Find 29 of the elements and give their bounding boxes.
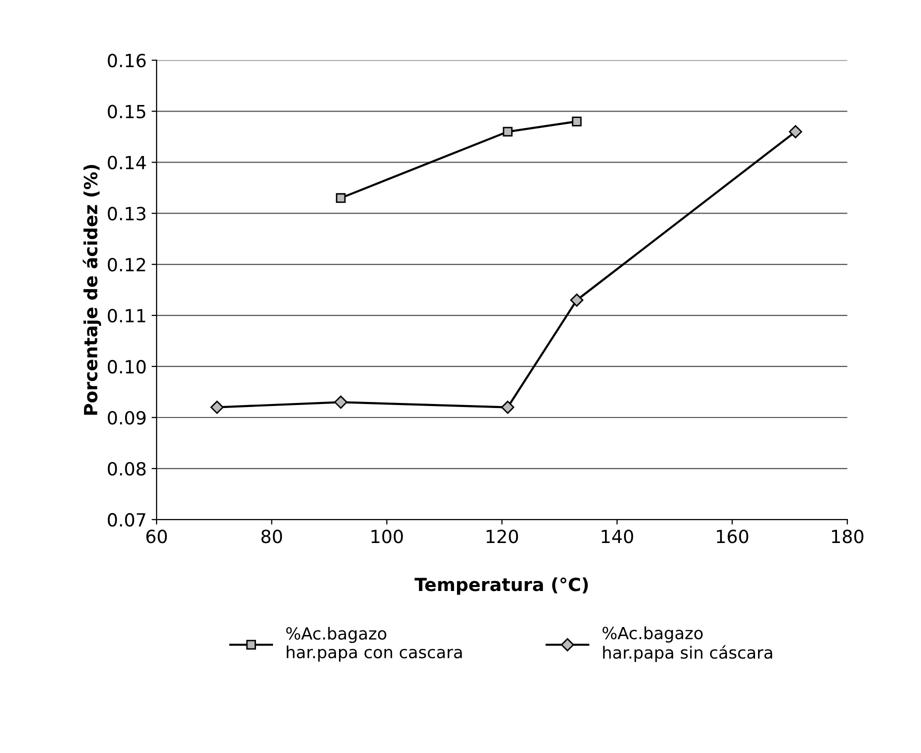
y-tick-label: 0.16 bbox=[108, 54, 146, 68]
x-tick-label: 100 bbox=[372, 530, 403, 544]
y-tick-label: 0.12 bbox=[108, 258, 146, 272]
x-tick-label: 180 bbox=[832, 530, 864, 544]
legend-label: %Ac.bagazo har.papa con cascara bbox=[286, 626, 462, 662]
y-tick-label: 0.11 bbox=[108, 308, 146, 323]
y-tick-label: 0.14 bbox=[108, 156, 146, 170]
point bbox=[570, 294, 584, 307]
x-tick-label: 160 bbox=[716, 530, 748, 544]
point bbox=[502, 126, 513, 137]
point bbox=[572, 116, 582, 126]
x-tick-label: 140 bbox=[602, 530, 634, 544]
point bbox=[501, 400, 514, 414]
x-tick-label: 60 bbox=[146, 530, 167, 544]
point bbox=[788, 125, 802, 138]
point bbox=[210, 400, 224, 414]
y-tick-label: 0.09 bbox=[108, 410, 146, 425]
x-axis-title: Temperatura (°C) bbox=[414, 577, 588, 595]
y-tick-label: 0.15 bbox=[108, 104, 146, 118]
legend-label: %Ac.bagazo har.papa sin cáscara bbox=[602, 626, 772, 662]
point bbox=[334, 396, 348, 409]
y-tick-label: 0.08 bbox=[108, 462, 146, 476]
y-tick-label: 0.13 bbox=[108, 206, 146, 220]
x-tick-label: 80 bbox=[261, 530, 282, 544]
y-axis-title: Porcentaje de ácidez (%) bbox=[82, 164, 102, 415]
y-tick-label: 0.10 bbox=[108, 360, 146, 374]
x-tick-label: 120 bbox=[486, 530, 518, 544]
point bbox=[336, 193, 346, 203]
y-tick-label: 0.07 bbox=[108, 513, 146, 527]
